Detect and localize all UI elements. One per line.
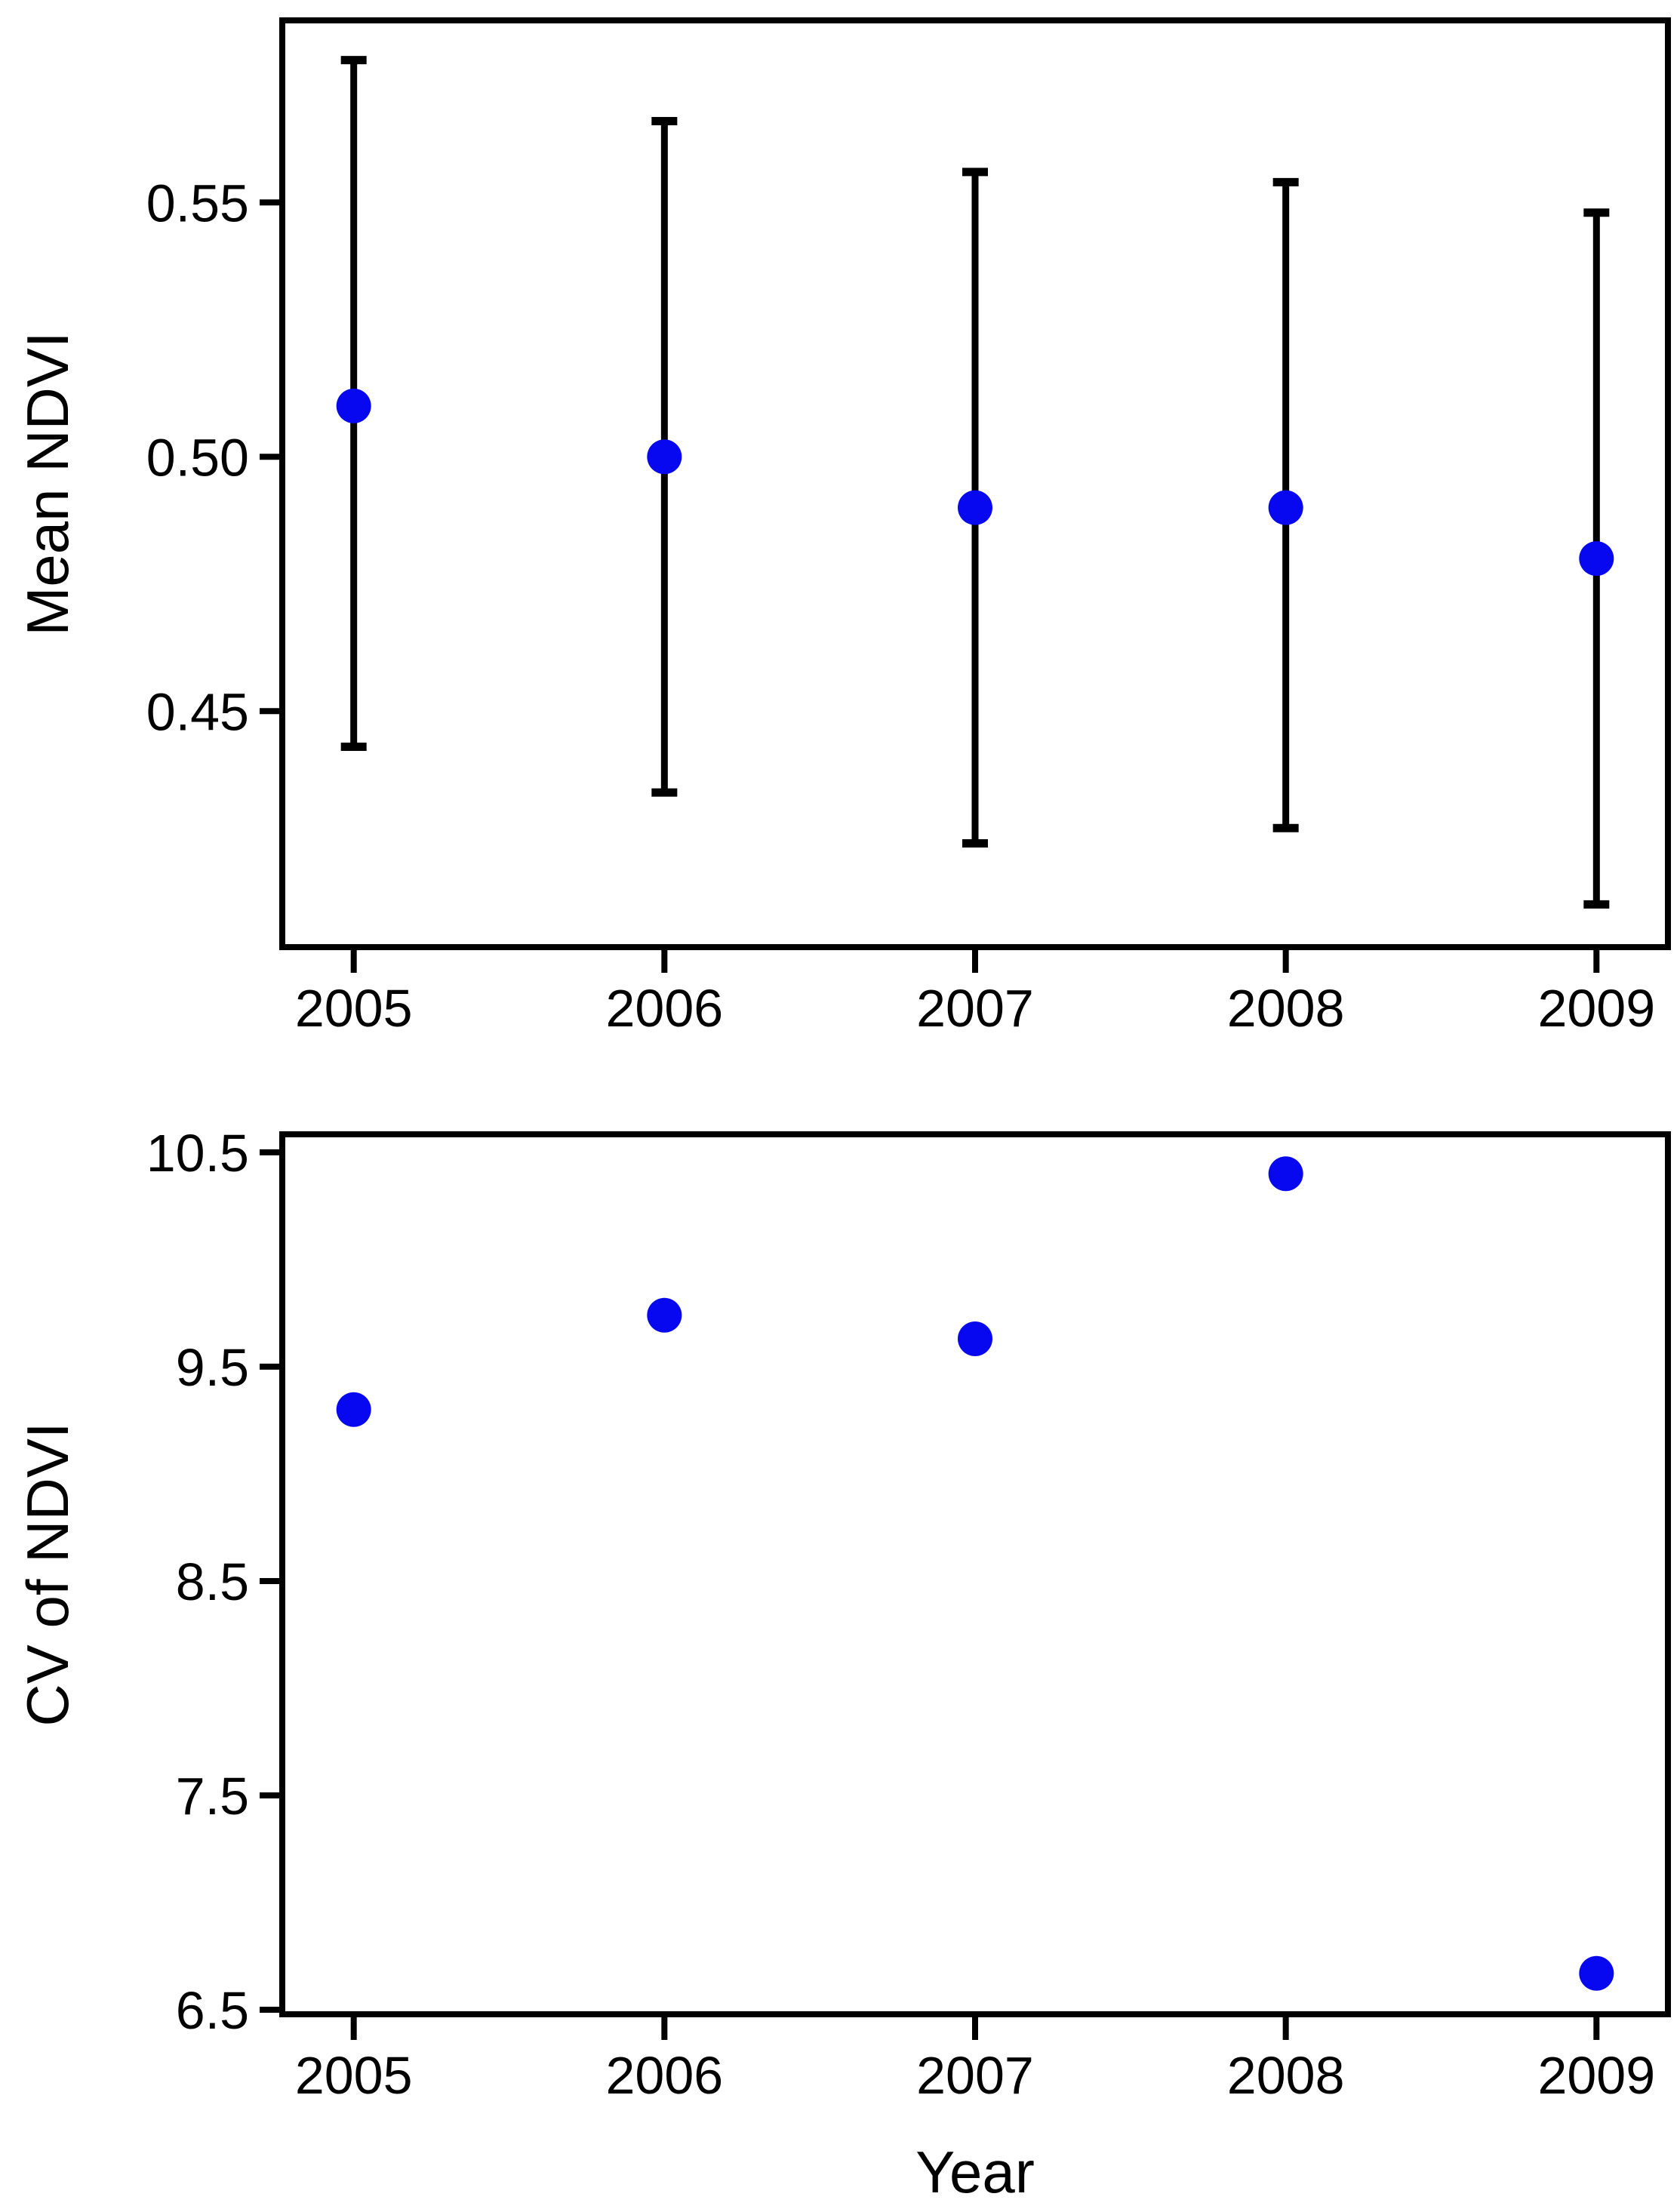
y-tick-label: 0.55 — [146, 174, 249, 232]
x-tick-label: 2006 — [605, 2046, 723, 2105]
mean-ndvi-axis-title: Mean NDVI — [14, 331, 81, 636]
mean-ndvi-chart: 0.55 0.50 0.45 2005 2006 2007 2008 2009 — [146, 17, 1671, 1038]
y-tick-label: 0.45 — [146, 682, 249, 741]
data-point — [958, 490, 992, 525]
year-axis-title: Year — [915, 2139, 1035, 2205]
plot-border — [279, 17, 1671, 950]
cv-of-ndvi-chart: 10.5 9.5 8.5 7.5 6.5 2005 2006 2007 2008 2009 — [146, 1124, 1671, 2105]
y-tick-label: 9.5 — [176, 1338, 249, 1397]
data-point — [336, 388, 371, 423]
plot-border — [279, 1131, 1671, 2017]
y-tick-label: 7.5 — [176, 1767, 249, 1826]
data-point — [1579, 1955, 1614, 1991]
x-tick-label: 2007 — [916, 979, 1034, 1038]
x-tick-label: 2008 — [1227, 2046, 1345, 2105]
data-point — [1268, 490, 1303, 525]
x-tick-label: 2006 — [605, 979, 723, 1038]
x-tick-label: 2005 — [295, 2046, 413, 2105]
x-tick-label: 2008 — [1227, 979, 1345, 1038]
data-point — [647, 1297, 682, 1333]
x-tick-label: 2009 — [1537, 2046, 1655, 2105]
data-point — [647, 439, 682, 475]
x-tick-label: 2005 — [295, 979, 413, 1038]
data-point — [336, 1392, 371, 1427]
x-tick-label: 2007 — [916, 2046, 1034, 2105]
data-point — [958, 1321, 992, 1356]
y-tick-label: 0.50 — [146, 428, 249, 487]
y-tick-label: 10.5 — [146, 1124, 249, 1183]
x-tick-label: 2009 — [1537, 979, 1655, 1038]
data-point — [1579, 541, 1614, 577]
data-point — [1268, 1156, 1303, 1192]
cv-ndvi-axis-title: CV of NDVI — [14, 1422, 81, 1727]
y-tick-label: 6.5 — [176, 1981, 249, 2040]
y-tick-label: 8.5 — [176, 1552, 249, 1611]
